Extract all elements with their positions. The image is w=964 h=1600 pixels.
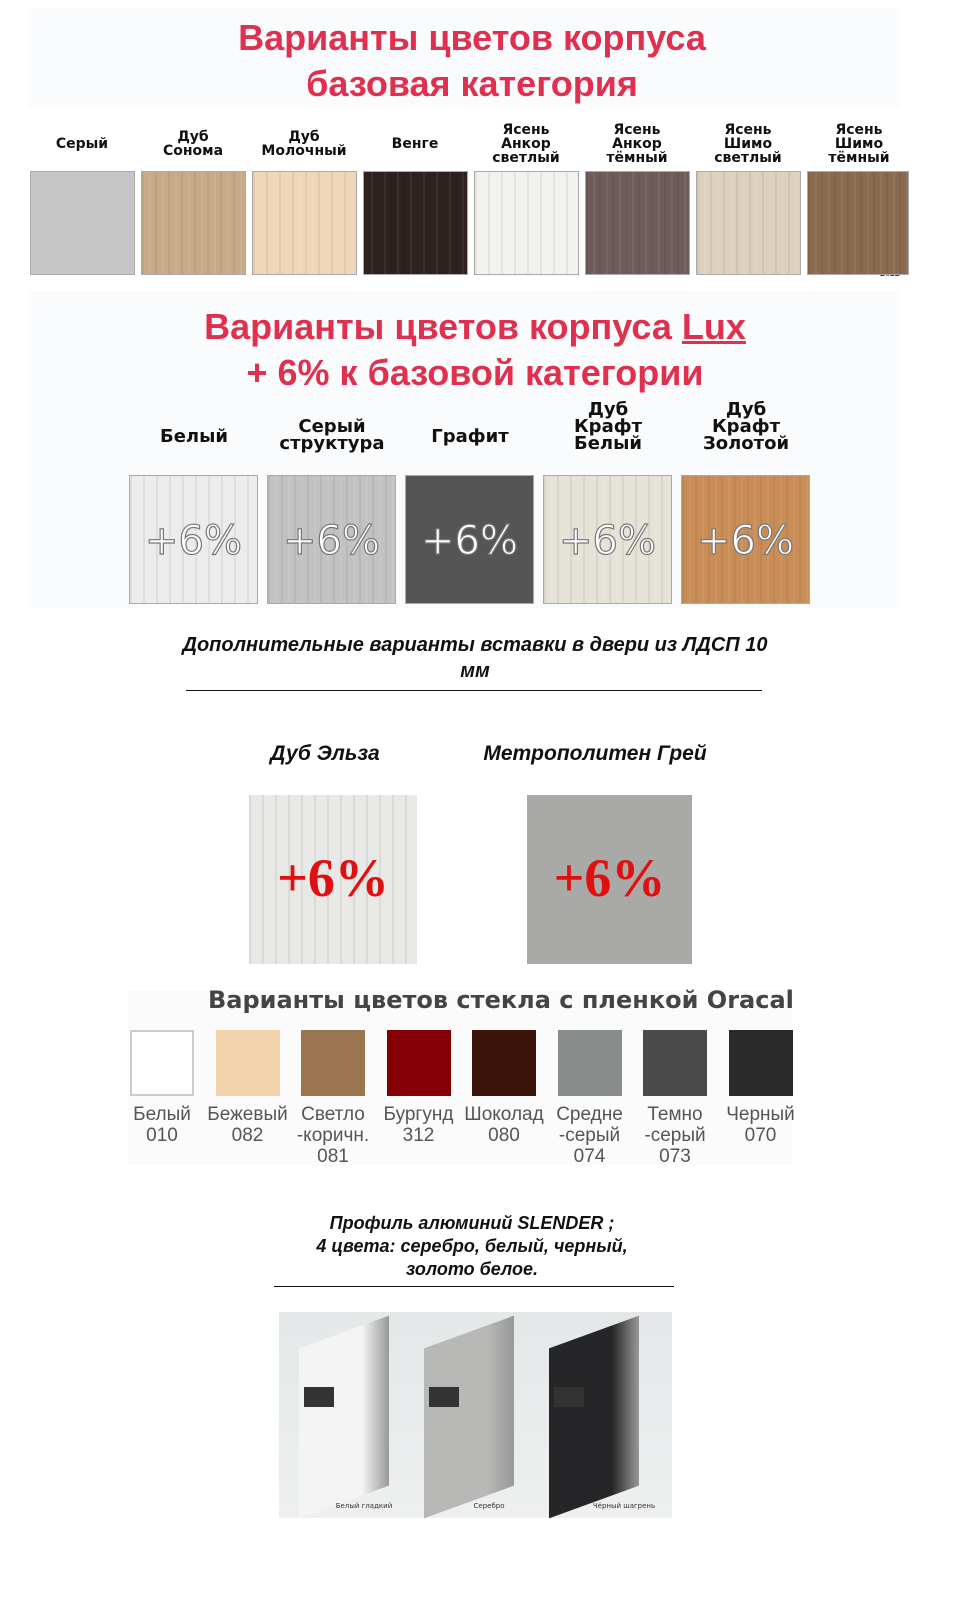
glass-code: 081 xyxy=(317,1146,349,1167)
insert-label: Дуб Эльза xyxy=(270,742,380,765)
glass-label: Шоколад 080 xyxy=(459,1104,549,1146)
glass-label: Белый 010 xyxy=(117,1104,207,1146)
badge-6-percent: +6% xyxy=(420,517,518,564)
swatch-label: Серый xyxy=(55,136,109,152)
base-header-bg xyxy=(28,8,900,108)
badge-6-percent: +6% xyxy=(553,848,666,908)
profile-slot xyxy=(304,1387,334,1407)
badge-6-percent: +6% xyxy=(277,848,389,908)
profile-label: Чёрный шагрень xyxy=(592,1502,656,1510)
glass-name: Светло -коричн. xyxy=(296,1104,370,1146)
insert-label: Метрополитен Грей xyxy=(483,742,707,765)
base-title-line2: базовая категория xyxy=(306,63,638,104)
glass-name: Средне -серый xyxy=(556,1104,623,1146)
base-title-line1: Варианты цветов корпуса xyxy=(238,17,706,58)
badge-6-percent: +6% xyxy=(144,517,242,564)
glass-label: Черный 070 xyxy=(716,1104,806,1146)
badge-6-percent: +6% xyxy=(558,517,656,564)
profile-line1: Профиль алюминий SLENDER ; xyxy=(329,1213,615,1233)
glass-code: 074 xyxy=(573,1146,606,1167)
swatch-label: Венге xyxy=(391,136,439,152)
profile-text: Профиль алюминий SLENDER ; 4 цвета: сере… xyxy=(270,1212,674,1281)
color-swatch xyxy=(252,171,357,275)
swatch-label: Дуб Молочный xyxy=(261,129,347,159)
color-swatch xyxy=(696,171,801,275)
glass-label: Светло -коричн. 081 xyxy=(288,1104,378,1167)
swatch-label: Ясень Анкор тёмный xyxy=(606,122,668,166)
lux-label: Белый xyxy=(159,426,228,447)
lux-swatch: +6% xyxy=(681,475,810,604)
profile-sample xyxy=(549,1315,639,1519)
lux-label: Серый структура xyxy=(279,416,385,454)
glass-swatch xyxy=(215,1030,280,1096)
lux-swatch: +6% xyxy=(543,475,672,604)
lux-label: Графит xyxy=(431,426,509,447)
base-title: Варианты цветов корпуса базовая категори… xyxy=(0,15,944,107)
glass-name: Шоколад xyxy=(464,1104,544,1125)
lux-label: Дуб Крафт Белый xyxy=(573,399,643,454)
glass-swatch xyxy=(386,1030,451,1096)
profile-line2: 4 цвета: серебро, белый, черный, xyxy=(316,1236,628,1256)
profile-sample xyxy=(424,1315,514,1519)
glass-code: 010 xyxy=(146,1125,178,1146)
divider xyxy=(186,690,762,691)
glass-label: Бургунд 312 xyxy=(374,1104,464,1146)
glass-label: Темно -серый 073 xyxy=(630,1104,720,1167)
color-swatch xyxy=(30,171,135,275)
badge-6-percent: +6% xyxy=(696,517,794,564)
glass-name: Бежевый xyxy=(207,1104,288,1125)
glass-code: 080 xyxy=(488,1125,520,1146)
swatch-label: Ясень Анкор светлый xyxy=(492,122,560,166)
color-swatch xyxy=(474,171,579,275)
insert-swatch: +6% xyxy=(527,795,692,964)
glass-swatch xyxy=(643,1030,707,1096)
lux-title-line2: + 6% к базовой категории xyxy=(246,352,704,393)
glass-swatch xyxy=(728,1030,793,1096)
divider xyxy=(274,1286,674,1287)
profile-slot xyxy=(429,1387,459,1407)
glass-code: 312 xyxy=(402,1125,435,1146)
lux-title: Варианты цветов корпуса Lux + 6% к базов… xyxy=(0,304,950,396)
profile-sample xyxy=(299,1315,389,1519)
badge-6-percent: +6% xyxy=(282,517,380,564)
lux-swatch: +6% xyxy=(129,475,258,604)
glass-code: 073 xyxy=(659,1146,691,1167)
color-swatch xyxy=(363,171,468,275)
glass-name: Темно -серый xyxy=(644,1104,706,1146)
lux-title-line1: Варианты цветов корпуса xyxy=(204,306,682,347)
glass-name: Черный xyxy=(726,1104,795,1125)
glass-label: Бежевый 082 xyxy=(203,1104,293,1146)
glass-code: 070 xyxy=(744,1125,777,1146)
glass-swatch xyxy=(130,1030,194,1096)
glass-label: Средне -серый 074 xyxy=(545,1104,635,1167)
color-swatch xyxy=(141,171,246,275)
lux-title-lux: Lux xyxy=(681,306,746,347)
profile-label: Белый гладкий xyxy=(335,1502,393,1510)
insert-swatch: +6% xyxy=(249,795,417,964)
glass-name: Бургунд xyxy=(383,1104,454,1125)
swatch-label: Ясень Шимо светлый xyxy=(714,122,782,166)
inserts-title: Дополнительные варианты вставки в двери … xyxy=(182,634,768,682)
lux-swatch: +6% xyxy=(267,475,396,604)
glass-swatch xyxy=(301,1030,365,1096)
profile-line3: золото белое. xyxy=(405,1259,538,1279)
color-swatch xyxy=(807,171,909,275)
glass-swatch xyxy=(472,1030,536,1096)
glass-name: Белый xyxy=(133,1104,191,1125)
glass-code: 082 xyxy=(231,1125,264,1146)
color-swatch xyxy=(585,171,690,275)
profile-photo: Белый гладкий Серебро Чёрный шагрень xyxy=(279,1312,672,1519)
lux-label: Дуб Крафт Золотой xyxy=(702,399,790,454)
glass-title: Варианты цветов стекла с пленкой Oracal xyxy=(208,986,794,1014)
swatch-label: Ясень Шимо тёмный xyxy=(828,122,890,166)
profile-label: Серебро xyxy=(473,1502,505,1510)
glass-swatch xyxy=(557,1030,622,1096)
profile-slot xyxy=(554,1387,584,1407)
swatch-label: Дуб Сонома xyxy=(162,129,224,159)
lux-swatch: +6% xyxy=(405,475,534,604)
